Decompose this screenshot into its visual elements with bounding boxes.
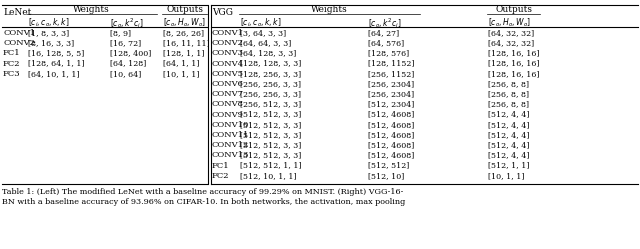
Text: [128, 576]: [128, 576] [368, 49, 409, 58]
Text: [512, 512, 3, 3]: [512, 512, 3, 3] [240, 141, 301, 149]
Text: [64, 32, 32]: [64, 32, 32] [488, 39, 534, 47]
Text: [128, 1, 1]: [128, 1, 1] [163, 49, 204, 58]
Text: [128, 128, 3, 3]: [128, 128, 3, 3] [240, 60, 301, 67]
Text: [128, 64, 1, 1]: [128, 64, 1, 1] [28, 60, 84, 67]
Text: [256, 8, 8]: [256, 8, 8] [488, 80, 529, 88]
Text: [512, 512, 1, 1]: [512, 512, 1, 1] [240, 162, 301, 170]
Text: $[c_o, H_o, W_o]$: $[c_o, H_o, W_o]$ [163, 16, 206, 28]
Text: [16, 11, 11]: [16, 11, 11] [163, 39, 210, 47]
Text: [512, 10]: [512, 10] [368, 172, 404, 180]
Text: CONV4: CONV4 [212, 60, 244, 67]
Text: [512, 4, 4]: [512, 4, 4] [488, 121, 529, 129]
Text: [8, 9]: [8, 9] [110, 29, 131, 37]
Text: $[c_o, k^2 c_i]$: $[c_o, k^2 c_i]$ [110, 16, 143, 30]
Text: CONV5: CONV5 [212, 70, 244, 78]
Text: [64, 1, 1]: [64, 1, 1] [163, 60, 200, 67]
Text: [128, 256, 3, 3]: [128, 256, 3, 3] [240, 70, 301, 78]
Text: CONV9: CONV9 [212, 111, 244, 119]
Text: [512, 512]: [512, 512] [368, 162, 409, 170]
Text: [10, 64]: [10, 64] [110, 70, 141, 78]
Text: CONV1: CONV1 [3, 29, 35, 37]
Text: [64, 576]: [64, 576] [368, 39, 404, 47]
Text: $[c_i, c_o, k, k]$: $[c_i, c_o, k, k]$ [240, 16, 282, 28]
Text: [512, 512, 3, 3]: [512, 512, 3, 3] [240, 151, 301, 159]
Text: [128, 16, 16]: [128, 16, 16] [488, 60, 540, 67]
Text: [256, 512, 3, 3]: [256, 512, 3, 3] [240, 100, 301, 108]
Text: $[c_o, H_o, W_o]$: $[c_o, H_o, W_o]$ [488, 16, 531, 28]
Text: Outputs: Outputs [495, 4, 532, 13]
Text: Weights: Weights [310, 4, 348, 13]
Text: [512, 512, 3, 3]: [512, 512, 3, 3] [240, 131, 301, 139]
Text: [64, 64, 3, 3]: [64, 64, 3, 3] [240, 39, 291, 47]
Text: [256, 1152]: [256, 1152] [368, 70, 414, 78]
Text: [3, 64, 3, 3]: [3, 64, 3, 3] [240, 29, 286, 37]
Text: FC1: FC1 [3, 49, 20, 58]
Text: [128, 400]: [128, 400] [110, 49, 151, 58]
Text: [512, 4, 4]: [512, 4, 4] [488, 141, 529, 149]
Text: [8, 26, 26]: [8, 26, 26] [163, 29, 204, 37]
Text: [512, 512, 3, 3]: [512, 512, 3, 3] [240, 121, 301, 129]
Text: Outputs: Outputs [166, 4, 204, 13]
Text: [128, 16, 16]: [128, 16, 16] [488, 49, 540, 58]
Text: [64, 128, 3, 3]: [64, 128, 3, 3] [240, 49, 296, 58]
Text: [64, 128]: [64, 128] [110, 60, 147, 67]
Text: [512, 4608]: [512, 4608] [368, 111, 414, 119]
Text: [256, 256, 3, 3]: [256, 256, 3, 3] [240, 90, 301, 98]
Text: CONV11: CONV11 [212, 131, 250, 139]
Text: [64, 32, 32]: [64, 32, 32] [488, 29, 534, 37]
Text: [512, 4, 4]: [512, 4, 4] [488, 131, 529, 139]
Text: CONV6: CONV6 [212, 80, 244, 88]
Text: [256, 8, 8]: [256, 8, 8] [488, 100, 529, 108]
Text: [256, 2304]: [256, 2304] [368, 80, 414, 88]
Text: VGG: VGG [212, 7, 233, 16]
Text: $[c_i, c_o, k, k]$: $[c_i, c_o, k, k]$ [28, 16, 70, 28]
Text: [512, 10, 1, 1]: [512, 10, 1, 1] [240, 172, 296, 180]
Text: [512, 4608]: [512, 4608] [368, 141, 414, 149]
Text: [64, 10, 1, 1]: [64, 10, 1, 1] [28, 70, 79, 78]
Text: $[c_o, k^2 c_i]$: $[c_o, k^2 c_i]$ [368, 16, 402, 30]
Text: CONV8: CONV8 [212, 100, 244, 108]
Text: Table 1: (Left) The modified LeNet with a baseline accuracy of 99.29% on MNIST. : Table 1: (Left) The modified LeNet with … [2, 187, 405, 206]
Text: [512, 4, 4]: [512, 4, 4] [488, 111, 529, 119]
Text: [64, 27]: [64, 27] [368, 29, 399, 37]
Text: [256, 2304]: [256, 2304] [368, 90, 414, 98]
Text: [10, 1, 1]: [10, 1, 1] [163, 70, 200, 78]
Text: [256, 8, 8]: [256, 8, 8] [488, 90, 529, 98]
Text: CONV13: CONV13 [212, 151, 250, 159]
Text: [10, 1, 1]: [10, 1, 1] [488, 172, 524, 180]
Text: [8, 16, 3, 3]: [8, 16, 3, 3] [28, 39, 74, 47]
Text: FC3: FC3 [3, 70, 20, 78]
Text: CONV12: CONV12 [212, 141, 249, 149]
Text: [128, 1152]: [128, 1152] [368, 60, 414, 67]
Text: [512, 512, 3, 3]: [512, 512, 3, 3] [240, 111, 301, 119]
Text: CONV10: CONV10 [212, 121, 249, 129]
Text: [512, 1, 1]: [512, 1, 1] [488, 162, 529, 170]
Text: [128, 16, 16]: [128, 16, 16] [488, 70, 540, 78]
Text: CONV2: CONV2 [3, 39, 35, 47]
Text: CONV7: CONV7 [212, 90, 244, 98]
Text: [512, 4608]: [512, 4608] [368, 151, 414, 159]
Text: CONV1: CONV1 [212, 29, 244, 37]
Text: Weights: Weights [73, 4, 110, 13]
Text: [16, 72]: [16, 72] [110, 39, 141, 47]
Text: [512, 4608]: [512, 4608] [368, 131, 414, 139]
Text: [512, 4608]: [512, 4608] [368, 121, 414, 129]
Text: [512, 4, 4]: [512, 4, 4] [488, 151, 529, 159]
Text: FC2: FC2 [3, 60, 20, 67]
Text: FC1: FC1 [212, 162, 230, 170]
Text: CONV2: CONV2 [212, 39, 244, 47]
Text: [256, 256, 3, 3]: [256, 256, 3, 3] [240, 80, 301, 88]
Text: FC2: FC2 [212, 172, 230, 180]
Text: [1, 8, 3, 3]: [1, 8, 3, 3] [28, 29, 69, 37]
Text: [16, 128, 5, 5]: [16, 128, 5, 5] [28, 49, 84, 58]
Text: LeNet: LeNet [3, 7, 31, 16]
Text: [512, 2304]: [512, 2304] [368, 100, 414, 108]
Text: CONV3: CONV3 [212, 49, 244, 58]
